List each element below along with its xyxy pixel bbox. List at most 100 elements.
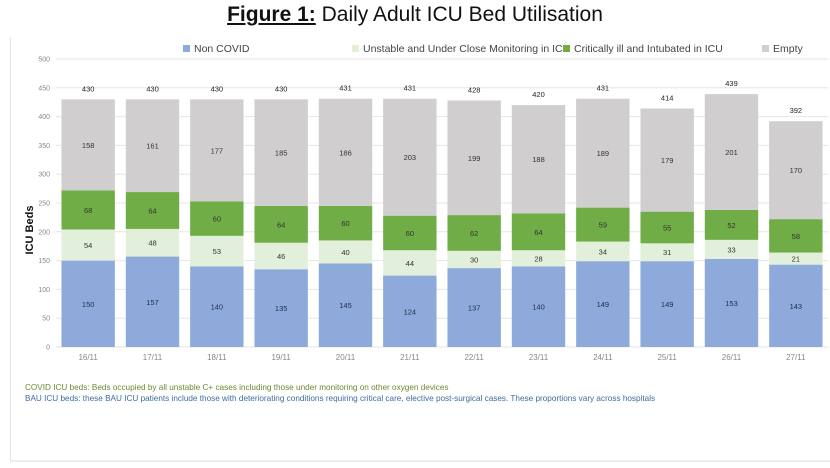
bar-segment-empty <box>511 105 566 214</box>
data-label: 201 <box>725 148 738 157</box>
footnotes: COVID ICU beds: Beds occupied by all uns… <box>25 382 655 404</box>
bar-segment-unstable-and-under-close-monitoring-in-icu <box>190 235 244 267</box>
chart-legend: Non COVID Unstable and Under Close Monit… <box>0 43 830 57</box>
data-label: 177 <box>211 146 224 155</box>
legend-swatch-critically-ill <box>563 44 570 52</box>
total-label: 430 <box>146 84 159 93</box>
gridlines <box>56 58 828 348</box>
total-label: 430 <box>211 84 224 93</box>
bar-segment-critically-ill-and-intubated-in-icu <box>576 207 630 242</box>
bar-stack: 140 53 60 177 430 <box>190 84 244 347</box>
x-axis-ticks: 16/11 17/11 18/11 19/11 20/11 21/11 22/11 23/11… <box>78 353 806 362</box>
bar-segment-empty <box>576 98 630 208</box>
bar-segment-critically-ill-and-intubated-in-icu <box>125 192 180 229</box>
legend-item-empty: Empty <box>762 43 803 55</box>
note-bau-icu-beds: BAU ICU beds: these BAU ICU patients inc… <box>25 394 656 403</box>
bar-stack: 143 21 58 170 392 <box>769 106 823 347</box>
y-tick-label: 400 <box>38 114 50 121</box>
bar-segment-non-covid <box>704 258 759 347</box>
total-label: 430 <box>275 84 288 93</box>
legend-label: Critically ill and Intubated in ICU <box>574 43 723 55</box>
bar-segment-non-covid <box>125 256 180 347</box>
total-label: 392 <box>790 106 803 115</box>
bar-segment-unstable-and-under-close-monitoring-in-icu <box>769 252 823 265</box>
data-label: 55 <box>663 223 671 232</box>
data-label: 21 <box>792 255 800 264</box>
bar-segment-non-covid <box>769 264 823 347</box>
bar-segment-non-covid <box>511 266 566 347</box>
bar-segment-non-covid <box>640 261 694 347</box>
data-label: 179 <box>661 156 674 165</box>
bar-segment-empty <box>190 99 244 202</box>
data-label: 149 <box>661 300 674 309</box>
bar-segment-unstable-and-under-close-monitoring-in-icu <box>576 241 630 262</box>
bar-segment-non-covid <box>254 269 308 347</box>
x-tick-label: 18/11 <box>207 353 227 362</box>
data-label: 62 <box>470 229 478 238</box>
data-label: 186 <box>339 148 352 157</box>
bar-stack: 135 46 64 185 430 <box>254 84 308 347</box>
data-label: 140 <box>211 303 224 312</box>
data-label: 149 <box>597 300 610 309</box>
y-axis-ticks: 0 50 100 150 200 250 300 350 400 450 500 <box>38 57 50 352</box>
data-label: 64 <box>277 220 285 229</box>
bar-segment-empty <box>447 100 501 216</box>
bar-segment-non-covid <box>447 268 501 347</box>
bar-segment-critically-ill-and-intubated-in-icu <box>318 205 373 241</box>
bar-stack: 153 33 52 201 439 <box>704 79 759 347</box>
y-tick-label: 150 <box>38 258 50 265</box>
bar-stack: 157 48 64 161 430 <box>125 84 180 347</box>
bar-segment-critically-ill-and-intubated-in-icu <box>61 190 115 230</box>
bar-segment-unstable-and-under-close-monitoring-in-icu <box>383 250 437 276</box>
bar-segment-empty <box>383 98 437 216</box>
data-label: 53 <box>213 247 221 256</box>
bar-stack: 149 34 59 189 431 <box>576 84 630 347</box>
data-label: 60 <box>406 229 414 238</box>
bar-segment-critically-ill-and-intubated-in-icu <box>769 219 823 253</box>
bar-segment-unstable-and-under-close-monitoring-in-icu <box>61 229 115 261</box>
figure-title: Figure 1: Daily Adult ICU Bed Utilisatio… <box>0 3 830 27</box>
data-label: 135 <box>275 304 288 313</box>
figure-title-text: Daily Adult ICU Bed Utilisation <box>315 3 603 26</box>
x-tick-label: 24/11 <box>593 353 613 362</box>
data-label: 145 <box>339 301 352 310</box>
bar-segment-non-covid <box>576 261 630 347</box>
y-tick-label: 200 <box>38 229 50 236</box>
bar-segment-empty <box>640 108 694 212</box>
y-tick-label: 300 <box>38 172 50 179</box>
note-covid-icu-beds: COVID ICU beds: Beds occupied by all uns… <box>25 383 449 392</box>
y-tick-label: 50 <box>42 316 50 323</box>
data-label: 203 <box>404 153 417 162</box>
figure-number: Figure 1: <box>227 3 316 26</box>
bars: 1505468158430157486416143014053601774301… <box>61 79 823 347</box>
bar-segment-empty <box>318 98 373 206</box>
bar-segment-empty <box>704 94 759 210</box>
data-label: 140 <box>532 303 545 312</box>
x-tick-label: 20/11 <box>336 353 356 362</box>
total-label: 431 <box>339 84 352 93</box>
data-label: 58 <box>792 232 800 241</box>
bar-stack: 137 30 62 199 428 <box>447 85 501 347</box>
data-label: 68 <box>84 206 92 215</box>
x-tick-label: 22/11 <box>464 353 484 362</box>
legend-swatch-unstable <box>352 44 359 52</box>
bar-segment-critically-ill-and-intubated-in-icu <box>640 211 694 244</box>
total-label: 430 <box>82 84 95 93</box>
bar-segment-unstable-and-under-close-monitoring-in-icu <box>640 243 694 262</box>
legend-label: Unstable and Under Close Monitoring in I… <box>363 43 571 55</box>
data-label: 157 <box>146 298 159 307</box>
bar-segment-unstable-and-under-close-monitoring-in-icu <box>318 240 373 264</box>
y-axis-label: ICU Beds <box>24 206 36 255</box>
chart-panel <box>10 37 830 462</box>
total-label: 420 <box>532 90 545 99</box>
x-tick-label: 26/11 <box>722 353 742 362</box>
y-tick-label: 350 <box>38 143 50 150</box>
legend-item-unstable: Unstable and Under Close Monitoring in I… <box>352 43 570 55</box>
data-label: 44 <box>406 259 414 268</box>
data-label: 64 <box>534 228 542 237</box>
bar-segment-critically-ill-and-intubated-in-icu <box>190 201 244 236</box>
legend-swatch-empty <box>762 44 769 52</box>
legend-label: Empty <box>773 43 803 55</box>
legend-item-non-covid: Non COVID <box>183 43 249 55</box>
